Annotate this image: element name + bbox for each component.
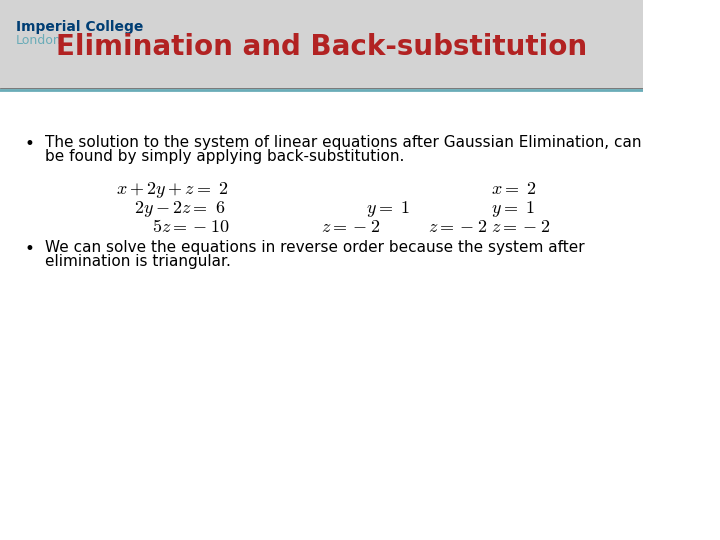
Text: $z = -2$: $z = -2$: [491, 218, 550, 236]
Text: $x + 2y + z = \ 2$: $x + 2y + z = \ 2$: [116, 180, 229, 200]
Text: $y = \ 1$: $y = \ 1$: [366, 199, 410, 219]
Text: The solution to the system of linear equations after Gaussian Elimination, can: The solution to the system of linear equ…: [45, 135, 641, 150]
Text: $x = \ 2$: $x = \ 2$: [491, 180, 537, 198]
Text: London: London: [16, 34, 62, 47]
Text: We can solve the equations in reverse order because the system after: We can solve the equations in reverse or…: [45, 240, 584, 255]
Text: be found by simply applying back-substitution.: be found by simply applying back-substit…: [45, 149, 404, 164]
Text: •: •: [25, 240, 35, 258]
Text: $z = -2$: $z = -2$: [428, 218, 487, 236]
Text: elimination is triangular.: elimination is triangular.: [45, 254, 230, 269]
Text: $y = \ 1$: $y = \ 1$: [491, 199, 535, 219]
FancyBboxPatch shape: [0, 0, 643, 90]
Text: $2y - 2z = \ 6$: $2y - 2z = \ 6$: [134, 199, 225, 219]
Text: $z = -2$: $z = -2$: [321, 218, 381, 236]
Text: $5z = -10$: $5z = -10$: [152, 218, 229, 236]
Text: Imperial College: Imperial College: [16, 20, 143, 34]
Text: •: •: [25, 135, 35, 153]
Text: Elimination and Back-substitution: Elimination and Back-substitution: [56, 33, 587, 61]
